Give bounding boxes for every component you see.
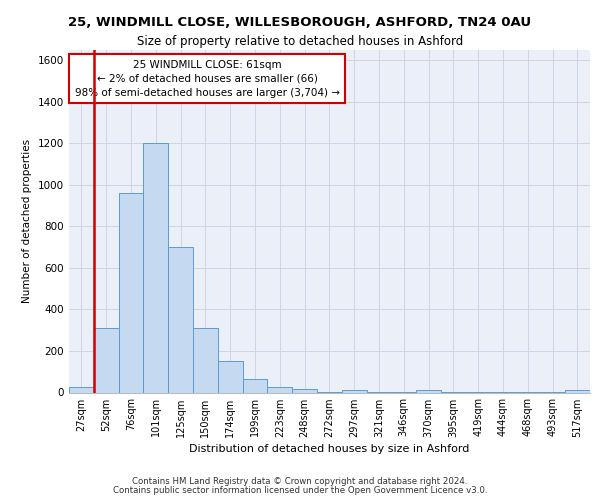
- Bar: [69, 388, 94, 392]
- Bar: [242, 379, 268, 392]
- Text: 25 WINDMILL CLOSE: 61sqm
← 2% of detached houses are smaller (66)
98% of semi-de: 25 WINDMILL CLOSE: 61sqm ← 2% of detache…: [74, 60, 340, 98]
- Text: 25, WINDMILL CLOSE, WILLESBOROUGH, ASHFORD, TN24 0AU: 25, WINDMILL CLOSE, WILLESBOROUGH, ASHFO…: [68, 16, 532, 29]
- Bar: [565, 390, 590, 392]
- Bar: [416, 390, 441, 392]
- Bar: [94, 328, 119, 392]
- Bar: [119, 193, 143, 392]
- Y-axis label: Number of detached properties: Number of detached properties: [22, 139, 32, 304]
- Bar: [218, 362, 242, 392]
- Text: Contains public sector information licensed under the Open Government Licence v3: Contains public sector information licen…: [113, 486, 487, 495]
- Bar: [168, 247, 193, 392]
- Bar: [292, 390, 317, 392]
- Bar: [193, 328, 218, 392]
- Bar: [268, 388, 292, 392]
- Text: Size of property relative to detached houses in Ashford: Size of property relative to detached ho…: [137, 35, 463, 48]
- X-axis label: Distribution of detached houses by size in Ashford: Distribution of detached houses by size …: [189, 444, 470, 454]
- Bar: [342, 390, 367, 392]
- Bar: [143, 144, 168, 392]
- Text: Contains HM Land Registry data © Crown copyright and database right 2024.: Contains HM Land Registry data © Crown c…: [132, 477, 468, 486]
